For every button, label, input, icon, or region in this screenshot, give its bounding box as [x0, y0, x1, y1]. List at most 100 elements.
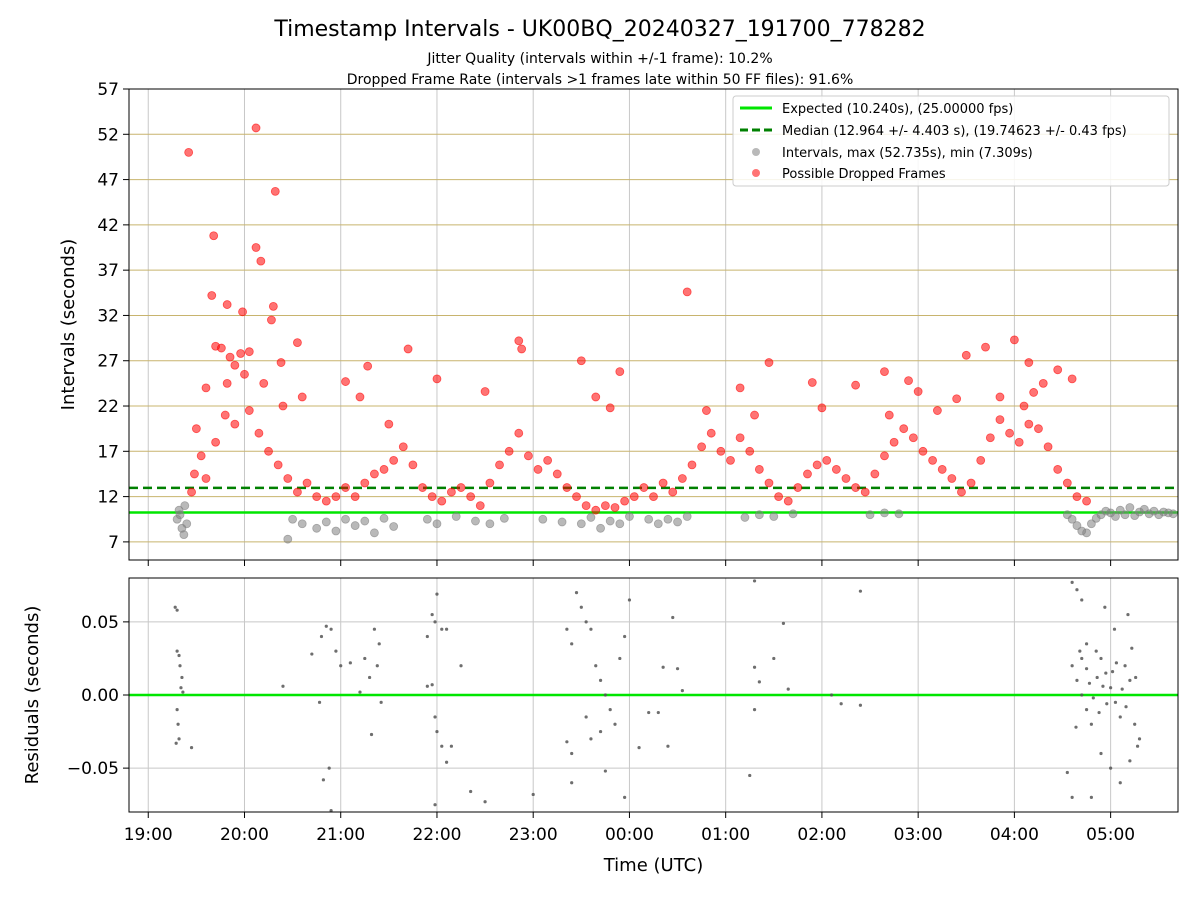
residuals-y-tick-label: −0.05	[67, 759, 119, 779]
dropped-frame-point	[981, 342, 990, 352]
dropped-frame-point	[341, 377, 350, 386]
interval-point	[1125, 503, 1135, 512]
dropped-frame-point	[697, 442, 707, 452]
interval-point	[179, 530, 189, 540]
dropped-frame-point	[928, 455, 937, 465]
residual-point	[310, 652, 314, 656]
residual-point	[1089, 722, 1093, 726]
dropped-frame-point	[783, 496, 793, 506]
interval-point	[644, 514, 654, 524]
dropped-frame-point	[880, 451, 889, 461]
residual-point	[363, 656, 367, 661]
dropped-frame-point	[899, 424, 909, 434]
dropped-frame-point	[196, 451, 206, 461]
dropped-frame-point	[466, 492, 476, 501]
interval-point	[1120, 510, 1130, 520]
legend-box	[732, 95, 1170, 187]
residual-point	[1095, 675, 1099, 680]
dropped-frame-point	[726, 455, 735, 465]
residual-point	[570, 781, 574, 785]
dropped-frame-point	[884, 410, 894, 420]
dropped-frame-point	[1082, 496, 1091, 506]
dropped-frame-point	[403, 344, 413, 354]
residual-point	[1118, 715, 1122, 719]
residual-point	[1070, 664, 1074, 668]
residual-point	[1094, 649, 1098, 653]
dropped-frame-point	[937, 465, 947, 474]
dropped-frame-point	[889, 437, 899, 447]
residual-point	[1124, 705, 1128, 709]
dropped-frame-point	[475, 501, 485, 511]
intervals-reference-lines	[129, 486, 1178, 514]
interval-point	[471, 516, 480, 526]
residual-point	[570, 642, 574, 646]
dropped-frame-point	[251, 243, 261, 252]
dropped-frame-point	[240, 369, 249, 379]
dropped-frame-point	[456, 483, 466, 492]
dropped-frame-point	[803, 469, 812, 479]
dropped-frame-point	[1014, 437, 1024, 447]
residual-point	[433, 620, 437, 624]
residual-point	[435, 592, 439, 596]
residual-point	[589, 737, 593, 741]
dropped-frame-point	[668, 487, 678, 497]
dropped-frame-point	[812, 460, 822, 470]
intervals-axes-frame	[128, 88, 1179, 561]
dropped-frame-point	[256, 256, 266, 266]
dropped-frame-point	[230, 419, 240, 429]
intervals-panel: 7 12 17 22 27 32 37 42 47 52 57 Intervals (seconds…	[58, 80, 1179, 566]
residual-point	[829, 693, 834, 697]
interval-point	[605, 516, 615, 526]
residual-point	[1087, 681, 1092, 685]
residual-point	[358, 690, 362, 694]
interval-point	[880, 508, 889, 518]
dropped-frame-point	[658, 478, 668, 488]
residual-point	[603, 769, 607, 773]
residual-point	[1084, 708, 1089, 712]
residual-point	[752, 665, 757, 669]
residual-point	[327, 766, 331, 770]
residual-point	[444, 627, 449, 631]
interval-point	[625, 512, 634, 521]
intervals-y-tick-label: 32	[97, 306, 119, 326]
dropped-frame-point	[822, 455, 832, 465]
dropped-frame-point	[495, 460, 504, 470]
dropped-frame-point	[745, 446, 755, 456]
dropped-frame-point	[504, 446, 514, 456]
residual-point	[1089, 795, 1093, 799]
dropped-frame-point	[211, 437, 221, 447]
residual-point	[1110, 670, 1115, 674]
residual-point	[675, 667, 680, 671]
interval-point	[485, 519, 495, 529]
dropped-frame-point	[283, 474, 293, 483]
legend-intervals-label: Intervals, max (52.735s), min (7.309s)	[782, 146, 1033, 161]
residual-point	[858, 589, 863, 593]
dropped-frame-point	[552, 469, 562, 479]
dropped-frame-point	[216, 343, 226, 353]
dropped-frame-point	[677, 474, 687, 483]
dropped-frame-point	[184, 148, 194, 157]
residual-point	[661, 665, 665, 669]
residual-point	[623, 634, 627, 639]
dropped-frame-point	[966, 478, 976, 488]
residual-point	[1137, 737, 1142, 741]
residual-point	[1113, 700, 1118, 704]
dropped-frame-point	[236, 349, 246, 358]
dropped-frame-point	[976, 455, 986, 465]
dropped-frame-point	[918, 446, 928, 456]
dropped-frame-point	[446, 487, 456, 497]
dropped-frame-point	[514, 336, 524, 346]
dropped-frame-point	[187, 487, 196, 497]
legend-intervals-marker	[752, 148, 760, 156]
dropped-frame-point	[913, 387, 923, 396]
interval-point	[673, 517, 682, 527]
residual-point	[177, 737, 181, 741]
dropped-frame-point	[220, 410, 230, 420]
residual-point	[175, 649, 179, 653]
dropped-frame-point	[1043, 442, 1053, 452]
x-tick-label: 19:00	[124, 825, 173, 845]
interval-point	[682, 512, 692, 521]
residual-point	[1112, 627, 1117, 631]
dropped-frame-point	[1072, 492, 1082, 501]
